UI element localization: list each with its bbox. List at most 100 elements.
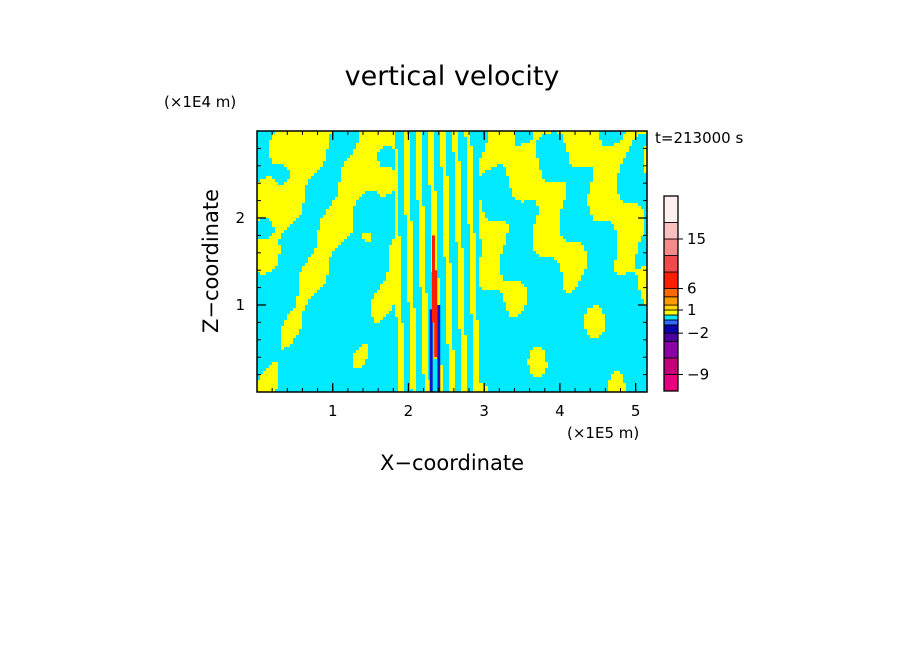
field-cell — [602, 185, 605, 188]
field-cell — [488, 236, 491, 239]
field-cell — [380, 143, 383, 146]
field-cell — [434, 254, 437, 257]
field-cell — [491, 158, 494, 161]
field-cell — [386, 284, 389, 287]
field-cell — [344, 185, 347, 188]
field-cell — [491, 152, 494, 155]
field-cell — [599, 200, 602, 203]
field-cell — [611, 170, 614, 173]
field-cell — [446, 236, 449, 239]
field-cell — [422, 212, 425, 215]
field-cell — [515, 146, 518, 149]
field-cell — [314, 263, 317, 266]
field-cell — [293, 149, 296, 152]
field-cell — [269, 140, 272, 143]
field-cell — [305, 263, 308, 266]
field-cell — [413, 329, 416, 332]
field-cell — [326, 263, 329, 266]
field-cell — [476, 320, 479, 323]
field-cell — [497, 224, 500, 227]
field-cell — [257, 257, 260, 260]
field-cell — [431, 221, 434, 224]
field-cell — [545, 224, 548, 227]
field-cell — [368, 137, 371, 140]
field-cell — [371, 176, 374, 179]
field-cell — [287, 143, 290, 146]
field-cell — [305, 266, 308, 269]
field-cell — [554, 215, 557, 218]
field-cell — [353, 356, 356, 359]
field-cell — [446, 248, 449, 251]
field-cell — [392, 302, 395, 305]
field-cell — [407, 149, 410, 152]
field-cell — [539, 368, 542, 371]
field-cell — [314, 284, 317, 287]
field-cell — [455, 206, 458, 209]
field-cell — [623, 386, 626, 389]
field-cell — [536, 164, 539, 167]
field-cell — [620, 239, 623, 242]
field-cell — [275, 161, 278, 164]
field-cell — [617, 227, 620, 230]
field-cell — [602, 164, 605, 167]
field-cell — [392, 134, 395, 137]
field-cell — [284, 155, 287, 158]
field-cell — [542, 206, 545, 209]
field-cell — [368, 185, 371, 188]
field-cell — [431, 134, 434, 137]
field-cell — [320, 221, 323, 224]
field-cell — [596, 143, 599, 146]
field-cell — [548, 131, 551, 134]
field-cell — [341, 185, 344, 188]
field-cell — [386, 182, 389, 185]
field-cell — [320, 164, 323, 167]
field-cell — [614, 146, 617, 149]
field-cell — [434, 248, 437, 251]
field-cell — [272, 245, 275, 248]
field-cell — [317, 281, 320, 284]
field-cell — [539, 230, 542, 233]
field-cell — [284, 221, 287, 224]
field-cell — [344, 209, 347, 212]
field-cell — [497, 161, 500, 164]
field-cell — [392, 176, 395, 179]
field-cell — [434, 191, 437, 194]
field-cell — [341, 233, 344, 236]
field-cell — [305, 284, 308, 287]
field-cell — [362, 176, 365, 179]
field-cell — [263, 215, 266, 218]
field-cell — [497, 281, 500, 284]
field-cell — [560, 245, 563, 248]
field-cell — [476, 362, 479, 365]
field-cell — [299, 161, 302, 164]
field-cell — [290, 131, 293, 134]
field-cell — [494, 281, 497, 284]
field-cell — [293, 179, 296, 182]
field-cell — [566, 257, 569, 260]
field-cell — [341, 218, 344, 221]
field-cell — [605, 173, 608, 176]
field-cell — [365, 167, 368, 170]
field-cell — [269, 386, 272, 389]
field-cell — [314, 278, 317, 281]
field-cell — [632, 218, 635, 221]
field-cell — [479, 272, 482, 275]
field-cell — [302, 284, 305, 287]
field-cell — [299, 137, 302, 140]
field-cell — [359, 185, 362, 188]
field-cell — [305, 281, 308, 284]
field-cell — [356, 164, 359, 167]
field-cell — [521, 194, 524, 197]
field-cell — [356, 173, 359, 176]
field-cell — [410, 323, 413, 326]
field-cell — [416, 137, 419, 140]
field-cell — [377, 290, 380, 293]
field-cell — [422, 317, 425, 320]
field-cell — [404, 185, 407, 188]
field-cell — [449, 323, 452, 326]
field-cell — [560, 206, 563, 209]
field-cell — [482, 248, 485, 251]
field-cell — [353, 359, 356, 362]
field-cell — [500, 221, 503, 224]
field-cell — [524, 152, 527, 155]
